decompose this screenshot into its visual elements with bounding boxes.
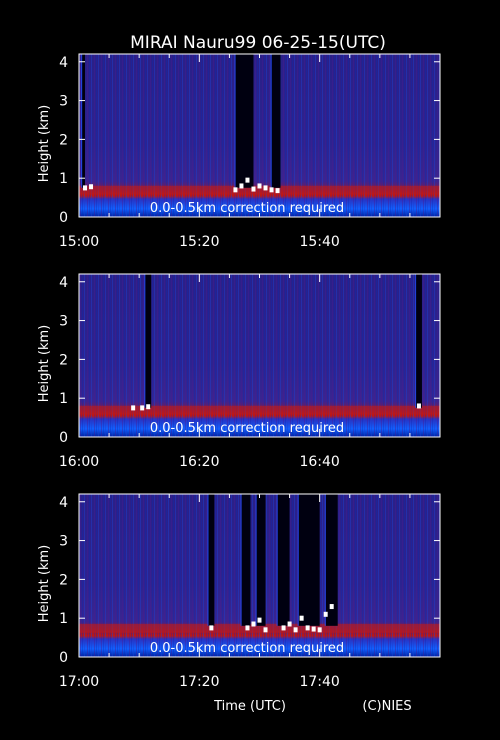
cloud-attenuation-column bbox=[271, 54, 281, 188]
y-tick-label: 3 bbox=[59, 314, 68, 330]
cloud-point bbox=[257, 183, 262, 189]
correction-annotation: 0.0-0.5km correction required bbox=[150, 421, 344, 436]
cloud-point bbox=[323, 611, 328, 617]
y-tick-label: 2 bbox=[59, 132, 68, 148]
x-tick-label: 17:00 bbox=[59, 674, 99, 690]
cloud-attenuation-column bbox=[298, 494, 320, 626]
aerosol-layer bbox=[79, 623, 440, 633]
y-axis-label: Height (km) bbox=[37, 545, 52, 622]
cloud-point bbox=[131, 405, 136, 411]
cloud-point bbox=[89, 184, 94, 190]
y-tick-label: 1 bbox=[59, 171, 68, 187]
y-tick-label: 2 bbox=[59, 352, 68, 368]
cloud-attenuation-column bbox=[208, 494, 215, 626]
cloud-point bbox=[269, 187, 274, 193]
cloud-attenuation-column bbox=[415, 274, 422, 408]
attenuation-edge bbox=[276, 494, 278, 626]
credit-label: (C)NIES bbox=[362, 699, 411, 714]
chart-panel-2: 0 1 2 3 4 16:00 16:20 16:40 Height (km) 0.0-0.5km… bbox=[37, 273, 441, 470]
x-axis-label: Time (UTC) bbox=[213, 699, 286, 714]
chart-panel-1: 0 1 2 3 4 15:00 15:20 15:40 Height (km) 0.0-0.5km… bbox=[37, 53, 441, 250]
cloud-attenuation-column bbox=[277, 494, 290, 626]
y-tick-label: 3 bbox=[59, 94, 68, 110]
cloud-attenuation-column bbox=[82, 54, 86, 188]
cloud-point bbox=[209, 625, 214, 631]
cloud-point bbox=[299, 615, 304, 621]
cloud-attenuation-column bbox=[325, 494, 338, 626]
cloud-point bbox=[257, 617, 262, 623]
chart-panel-3: 0 1 2 3 4 17:00 17:20 17:40 Height (km) 0.0-0.5km… bbox=[37, 493, 441, 690]
y-axis-label: Height (km) bbox=[37, 105, 52, 182]
y-tick-label: 0 bbox=[59, 650, 68, 666]
cloud-point bbox=[293, 627, 298, 633]
cloud-attenuation-column bbox=[145, 274, 152, 408]
cloud-point bbox=[251, 621, 256, 627]
x-tick-label: 16:20 bbox=[179, 454, 219, 470]
cloud-point bbox=[146, 404, 151, 410]
aerosol-layer bbox=[79, 405, 440, 415]
attenuation-edge bbox=[324, 494, 326, 626]
y-tick-label: 0 bbox=[59, 430, 68, 446]
cloud-point bbox=[245, 625, 250, 631]
x-tick-label: 17:20 bbox=[179, 674, 219, 690]
x-tick-label: 16:40 bbox=[299, 454, 339, 470]
cloud-point bbox=[305, 625, 310, 631]
x-tick-label: 15:00 bbox=[59, 234, 99, 250]
cloud-point bbox=[317, 627, 322, 633]
cloud-point bbox=[233, 187, 238, 193]
attenuation-edge bbox=[414, 274, 417, 408]
cloud-point bbox=[239, 183, 244, 189]
cloud-point bbox=[281, 625, 286, 631]
figure-title: MIRAI Nauru99 06-25-15(UTC) bbox=[130, 33, 386, 53]
correction-annotation: 0.0-0.5km correction required bbox=[150, 641, 344, 656]
attenuation-edge bbox=[240, 494, 242, 626]
y-tick-label: 4 bbox=[59, 275, 68, 291]
cloud-point bbox=[287, 621, 292, 627]
attenuation-edge bbox=[144, 274, 146, 408]
y-tick-label: 4 bbox=[59, 495, 68, 511]
attenuation-edge bbox=[234, 54, 236, 188]
correction-annotation: 0.0-0.5km correction required bbox=[150, 201, 344, 216]
y-tick-label: 0 bbox=[59, 210, 68, 226]
cloud-point bbox=[263, 185, 268, 191]
cloud-point bbox=[275, 188, 280, 194]
y-tick-label: 3 bbox=[59, 534, 68, 550]
attenuation-edge bbox=[255, 494, 257, 626]
cloud-point bbox=[251, 186, 256, 192]
cloud-point bbox=[140, 405, 145, 411]
y-tick-label: 1 bbox=[59, 391, 68, 407]
cloud-point bbox=[416, 403, 421, 409]
cloud-point bbox=[263, 627, 268, 633]
attenuation-edge bbox=[81, 54, 83, 188]
attenuation-edge bbox=[207, 494, 209, 626]
x-tick-label: 17:40 bbox=[299, 674, 339, 690]
x-tick-label: 16:00 bbox=[59, 454, 99, 470]
cloud-point bbox=[311, 626, 316, 632]
attenuation-edge bbox=[297, 494, 299, 626]
cloud-attenuation-column bbox=[256, 494, 266, 626]
x-tick-label: 15:40 bbox=[299, 234, 339, 250]
y-tick-label: 4 bbox=[59, 55, 68, 71]
cloud-point bbox=[329, 604, 334, 610]
y-tick-label: 1 bbox=[59, 611, 68, 627]
cloud-point bbox=[245, 177, 250, 183]
y-tick-label: 2 bbox=[59, 572, 68, 588]
attenuation-edge bbox=[270, 54, 272, 188]
x-tick-label: 15:20 bbox=[179, 234, 219, 250]
y-axis-label: Height (km) bbox=[37, 325, 52, 402]
cloud-attenuation-column bbox=[241, 494, 251, 626]
aerosol-layer bbox=[79, 185, 440, 195]
cloud-attenuation-column bbox=[235, 54, 254, 188]
cloud-point bbox=[83, 185, 88, 191]
